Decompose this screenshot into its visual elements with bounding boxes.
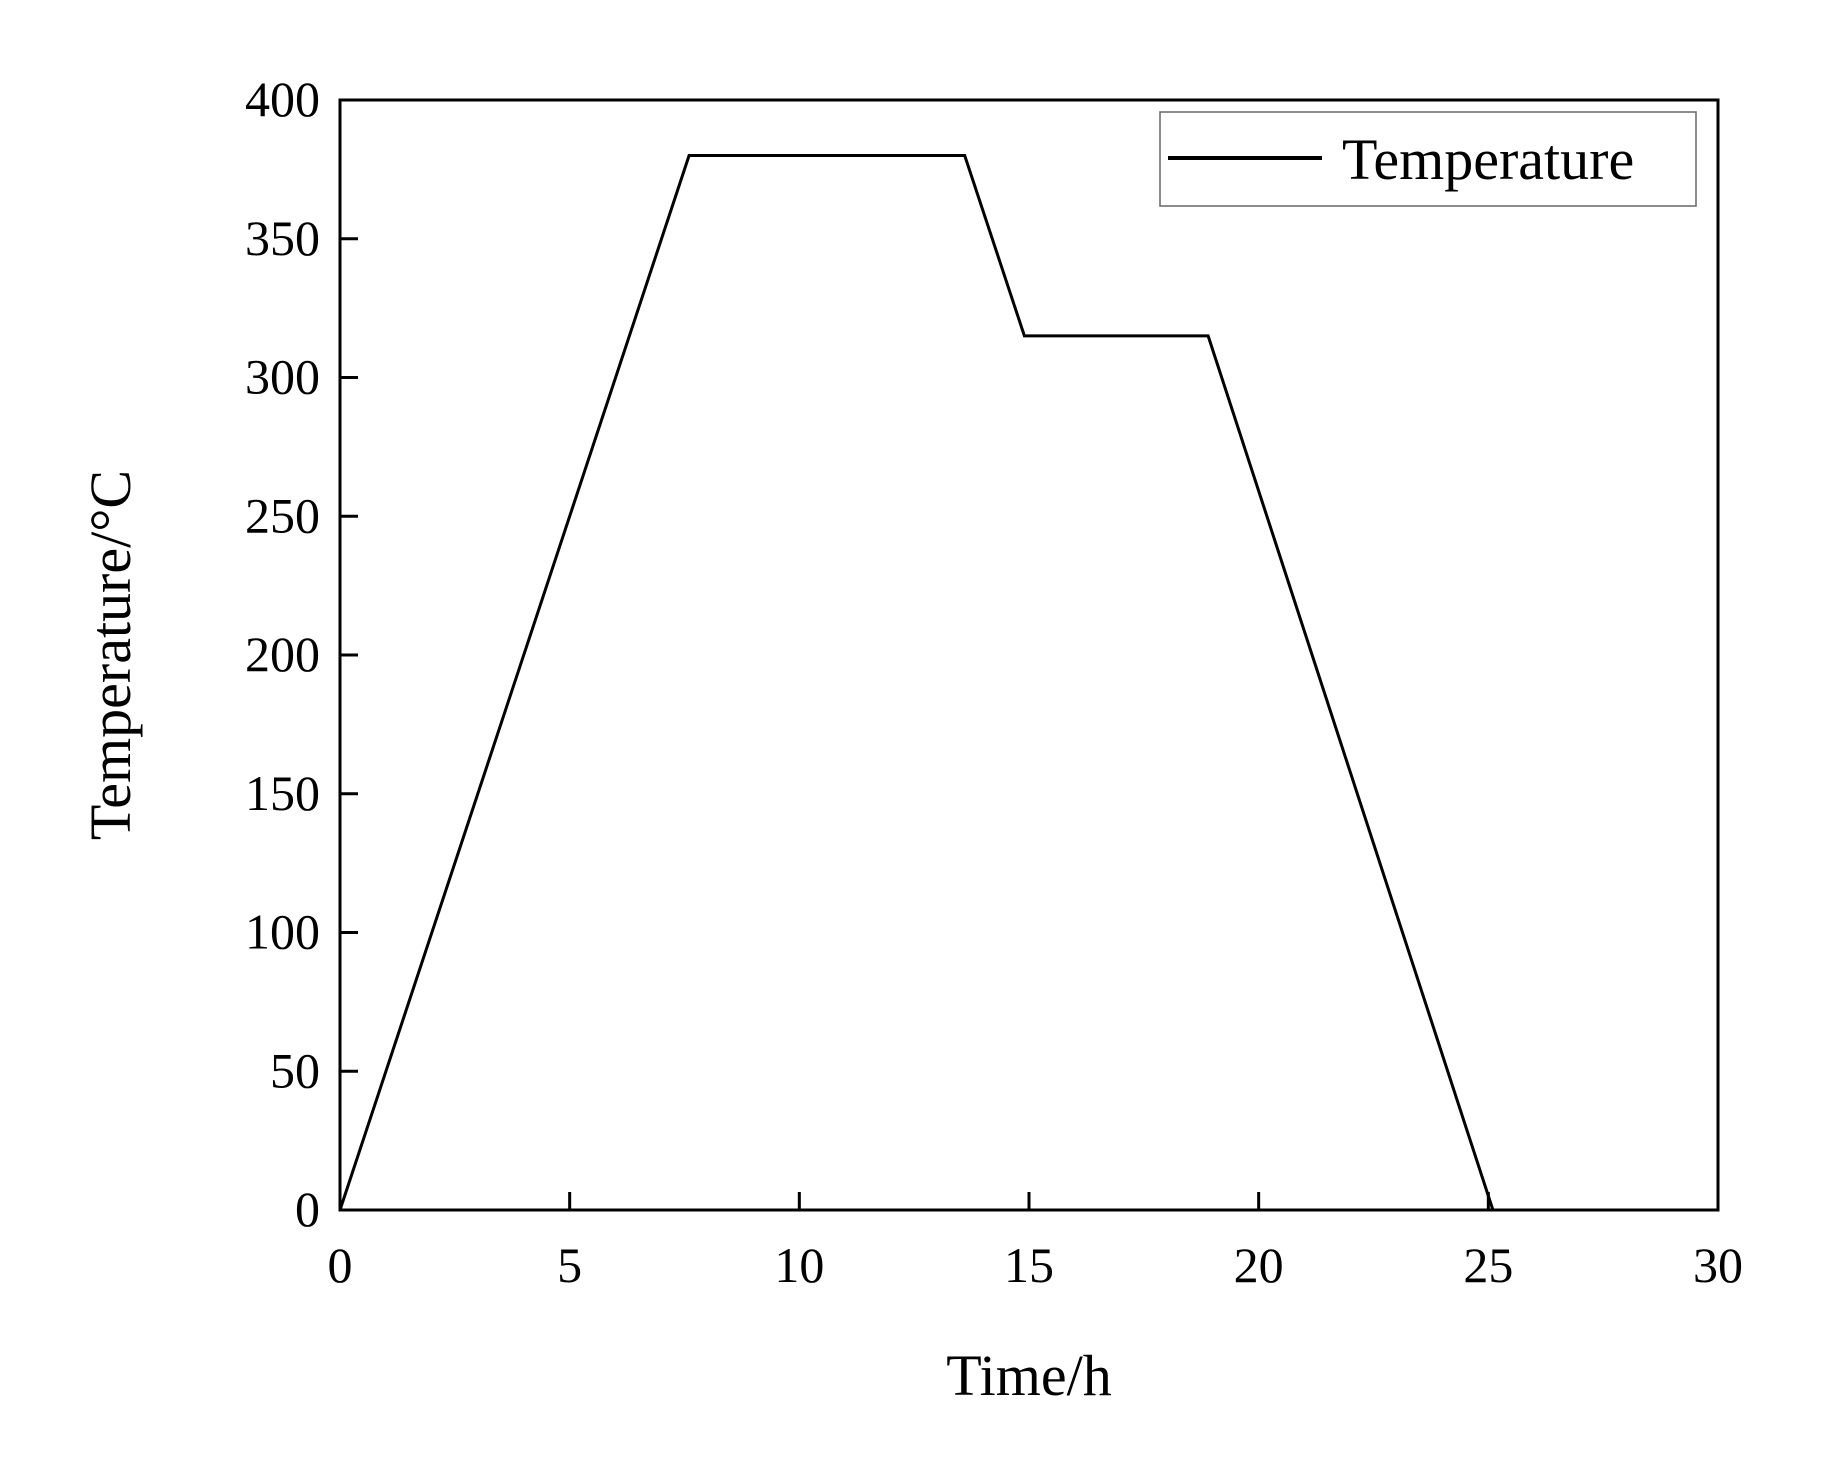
y-tick-label-2: 100 <box>245 904 320 960</box>
x-tick-label-2: 10 <box>774 1237 824 1293</box>
x-axis-ticks: 0 5 10 15 20 25 30 <box>328 1192 1743 1293</box>
y-tick-label-7: 350 <box>245 210 320 266</box>
y-axis-title: Temperature/°C <box>78 470 143 840</box>
x-axis-title: Time/h <box>946 1343 1111 1408</box>
legend: Temperature <box>1159 111 1697 207</box>
x-tick-label-6: 30 <box>1693 1237 1743 1293</box>
y-tick-label-4: 200 <box>245 626 320 682</box>
x-tick-label-4: 20 <box>1234 1237 1284 1293</box>
y-tick-label-8: 400 <box>245 71 320 127</box>
y-tick-label-3: 150 <box>245 765 320 821</box>
y-tick-label-0: 0 <box>295 1181 320 1237</box>
x-tick-label-1: 5 <box>557 1237 582 1293</box>
y-axis-ticks: 0 50 100 150 200 250 300 350 400 <box>245 71 358 1237</box>
y-tick-label-6: 300 <box>245 349 320 405</box>
x-tick-label-5: 25 <box>1463 1237 1513 1293</box>
series-line-0 <box>338 154 1495 1211</box>
plot-area-frame <box>338 98 1720 1212</box>
y-tick-label-1: 50 <box>270 1042 320 1098</box>
x-tick-label-0: 0 <box>328 1237 353 1293</box>
y-tick-label-5: 250 <box>245 487 320 543</box>
legend-entry-temperature: Temperature <box>1342 127 1634 192</box>
series-layer <box>338 154 1495 1211</box>
x-tick-label-3: 15 <box>1004 1237 1054 1293</box>
